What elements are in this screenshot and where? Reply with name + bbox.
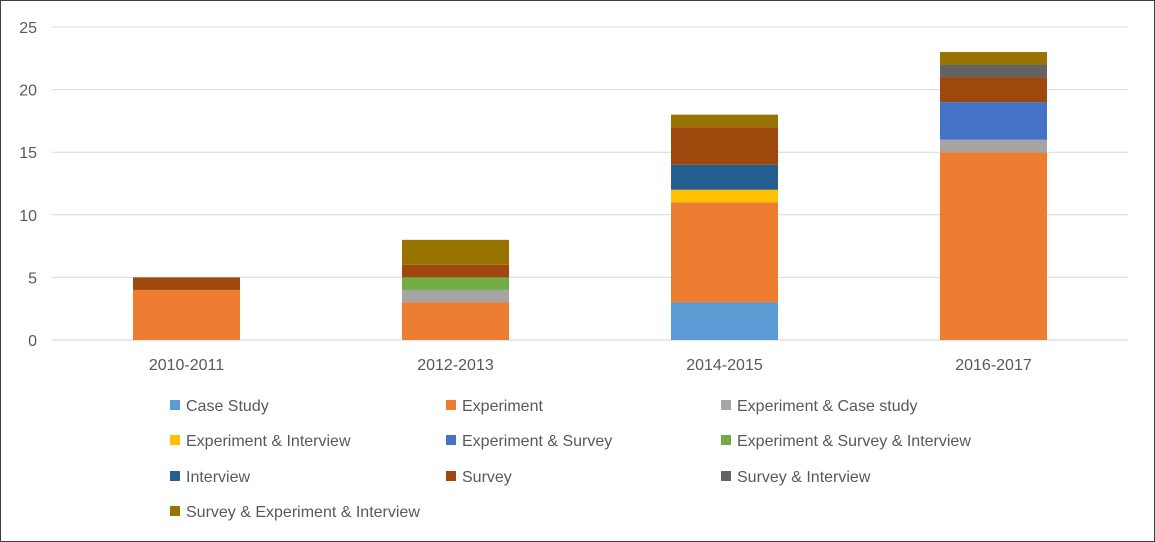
- y-tick-label: 10: [19, 208, 37, 225]
- legend-item: Experiment: [446, 398, 543, 415]
- legend-swatch: [170, 435, 180, 445]
- legend-item: Interview: [170, 469, 250, 486]
- legend-item: Experiment & Survey: [446, 433, 612, 450]
- bar-segment: [402, 302, 509, 340]
- bar-segment: [671, 114, 778, 128]
- x-tick-label: 2016-2017: [955, 357, 1032, 374]
- legend-swatch: [721, 400, 731, 410]
- legend: Case Study Experiment Experiment & Case st…: [170, 398, 971, 521]
- bar-segment: [940, 102, 1047, 140]
- bar-segment: [133, 289, 240, 340]
- bar-segment: [133, 277, 240, 290]
- legend-item: Experiment & Survey & Interview: [721, 433, 971, 450]
- legend-label: Experiment & Interview: [186, 433, 351, 450]
- bar-segment: [940, 64, 1047, 78]
- bar-segment: [402, 264, 509, 278]
- legend-swatch: [446, 471, 456, 481]
- bar-segment: [940, 52, 1047, 65]
- legend-label: Experiment & Survey: [462, 433, 612, 450]
- legend-item: Survey & Experiment & Interview: [170, 504, 420, 521]
- legend-label: Survey & Experiment & Interview: [186, 504, 420, 521]
- legend-swatch: [446, 435, 456, 445]
- bars: [133, 52, 1047, 340]
- bar-segment: [671, 302, 778, 340]
- y-tick-label: 0: [28, 333, 37, 350]
- bar-segment: [402, 277, 509, 290]
- legend-label: Survey: [462, 469, 512, 486]
- bar-segment: [671, 189, 778, 203]
- legend-swatch: [446, 400, 456, 410]
- x-axis-ticks: 2010-2011 2012-2013 2014-2015 2016-2017: [149, 357, 1032, 374]
- bar-segment: [940, 139, 1047, 153]
- y-tick-label: 20: [19, 83, 37, 100]
- y-tick-label: 25: [19, 20, 37, 37]
- legend-item: Survey: [446, 469, 512, 486]
- legend-item: Experiment & Interview: [170, 433, 351, 450]
- legend-swatch: [170, 471, 180, 481]
- y-tick-label: 15: [19, 145, 37, 162]
- legend-swatch: [170, 506, 180, 516]
- y-axis-ticks: 0 5 10 15 20 25: [19, 20, 37, 350]
- legend-swatch: [721, 471, 731, 481]
- legend-item: Survey & Interview: [721, 469, 871, 486]
- x-tick-label: 2014-2015: [686, 357, 763, 374]
- x-tick-label: 2012-2013: [417, 357, 494, 374]
- legend-swatch: [721, 435, 731, 445]
- bar-segment: [940, 77, 1047, 103]
- bar-segment: [671, 202, 778, 303]
- legend-label: Experiment: [462, 398, 543, 415]
- legend-label: Case Study: [186, 398, 269, 415]
- bar-segment: [671, 127, 778, 165]
- legend-item: Case Study: [170, 398, 269, 415]
- bar-segment: [671, 164, 778, 190]
- legend-label: Experiment & Survey & Interview: [737, 433, 971, 450]
- bar-segment: [940, 152, 1047, 340]
- legend-item: Experiment & Case study: [721, 398, 918, 415]
- legend-label: Survey & Interview: [737, 469, 871, 486]
- legend-label: Interview: [186, 469, 250, 486]
- x-tick-label: 2010-2011: [149, 357, 224, 374]
- y-tick-label: 5: [28, 270, 37, 287]
- legend-label: Experiment & Case study: [737, 398, 918, 415]
- bar-segment: [402, 289, 509, 303]
- bar-segment: [402, 239, 509, 265]
- legend-swatch: [170, 400, 180, 410]
